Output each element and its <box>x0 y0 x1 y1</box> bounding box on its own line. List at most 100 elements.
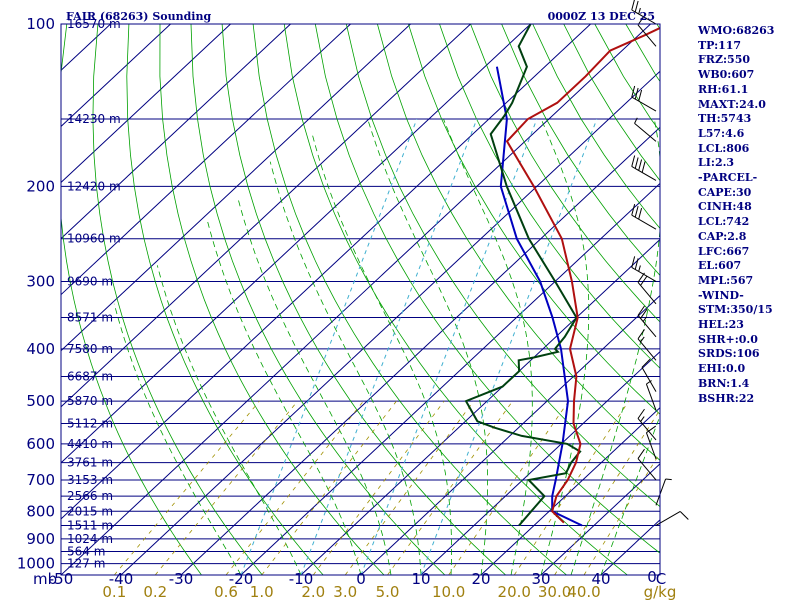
moist-adiabat <box>206 219 362 575</box>
index-item: HEL:23 <box>698 318 744 332</box>
mixing-ratio-tick-label: 40.0 <box>567 583 600 600</box>
wind-barb-staff <box>631 214 657 230</box>
index-item: MAXT:24.0 <box>698 97 766 111</box>
index-item: FRZ:550 <box>698 53 751 67</box>
index-item: RH:61.1 <box>698 82 749 96</box>
index-item: CAP:2.8 <box>698 229 747 243</box>
index-item: L57:4.6 <box>698 126 745 140</box>
wind-barb-feather <box>637 408 645 419</box>
dry-adiabat <box>377 24 660 461</box>
dry-adiabat <box>221 24 506 575</box>
moist-adiabat <box>156 265 302 575</box>
isotherm <box>61 24 531 464</box>
dry-adiabat <box>190 24 446 575</box>
height-label: 2015 m <box>67 504 113 518</box>
mixing-ratio-line <box>114 400 260 575</box>
isotherm <box>540 463 660 575</box>
isotherm <box>61 24 411 352</box>
height-label: 6687 m <box>67 369 113 383</box>
index-item: WB0:607 <box>698 68 755 82</box>
dry-adiabat <box>252 24 567 575</box>
height-label: 7580 m <box>67 342 113 356</box>
index-item: EL:607 <box>698 259 742 273</box>
height-label: 4410 m <box>67 437 113 451</box>
mixing-ratio-line <box>261 400 397 575</box>
wind-barb-feather <box>640 308 648 319</box>
wind-barb-staff <box>637 458 657 481</box>
dewpoint-trace <box>464 24 582 527</box>
temperature-trace <box>505 26 660 524</box>
isotherm <box>180 126 660 575</box>
wind-barb-feather <box>641 161 646 173</box>
pressure-tick-label: 700 <box>26 471 55 489</box>
isotherm <box>61 24 171 128</box>
mixing-ratio-tick-label: 30.0 <box>538 583 571 600</box>
wind-barb-feather <box>637 448 645 459</box>
mixing-ratio-tick-label: 3.0 <box>333 583 357 600</box>
index-item: LCL:806 <box>698 141 750 155</box>
moisture-guide-line <box>420 118 598 575</box>
moist-adiabat <box>367 118 488 575</box>
dry-adiabat <box>61 24 202 575</box>
pressure-tick-label: 1000 <box>17 555 55 573</box>
index-item: BSHR:22 <box>698 391 755 405</box>
parcel-trace <box>495 66 583 527</box>
index-item: TH:5743 <box>698 112 752 126</box>
pressure-tick-label: 400 <box>26 340 55 358</box>
height-label: 9690 m <box>67 274 113 288</box>
isotherm <box>240 182 660 575</box>
pressure-tick-label: 800 <box>26 502 55 520</box>
dry-adiabat <box>283 24 628 575</box>
wind-barb-feather <box>638 207 643 220</box>
pressure-tick-label: 200 <box>26 177 55 195</box>
index-item: TP:117 <box>698 38 742 52</box>
wind-barb-staff <box>637 338 657 361</box>
wind-barb-half-feather <box>634 117 638 124</box>
wind-barb-staff <box>637 418 657 441</box>
wind-barb-feather <box>634 0 639 13</box>
height-label: 12420 m <box>67 179 121 193</box>
wind-barb-feather <box>637 329 645 340</box>
index-item: BRN:1.4 <box>698 376 750 390</box>
height-label: 1024 m <box>67 532 113 546</box>
index-item: CINH:48 <box>698 200 752 214</box>
wind-barb-half-feather <box>638 7 641 15</box>
wind-barb-feather <box>638 159 643 171</box>
wind-barb-feather <box>631 203 636 216</box>
dry-adiabat <box>501 24 660 276</box>
mixing-ratio-line <box>154 400 298 575</box>
wind-barb-staff <box>631 166 657 181</box>
wind-barb-half-feather <box>665 478 672 481</box>
moist-adiabat <box>113 303 242 575</box>
dry-adiabat <box>408 24 660 415</box>
temperature-tick-label: 20 <box>471 570 490 588</box>
wind-barb-feather <box>640 275 648 286</box>
moist-adiabat <box>443 118 533 575</box>
dry-adiabat <box>439 24 660 369</box>
mixing-ratio-tick-label: 0.2 <box>143 583 167 600</box>
wind-barb-half-feather <box>646 380 652 385</box>
pressure-tick-label: 300 <box>26 272 55 290</box>
dry-adiabat <box>345 24 660 508</box>
dry-adiabat <box>470 24 660 323</box>
height-label: 564 m <box>67 545 105 559</box>
isotherm <box>61 24 591 520</box>
wind-barb-half-feather <box>640 336 645 343</box>
index-item: LFC:667 <box>698 244 750 258</box>
height-label: 10960 m <box>67 232 121 246</box>
isotherm <box>61 24 471 408</box>
wind-barb-half-feather <box>640 416 645 422</box>
mixing-ratio-line <box>225 400 364 575</box>
wind-barb-staff <box>637 282 657 305</box>
wind-barb-feather <box>631 0 635 11</box>
index-item: MPL:567 <box>698 273 754 287</box>
index-item: CAPE:30 <box>698 185 752 199</box>
mixing-ratio-tick-label: 0.6 <box>214 583 238 600</box>
index-item: -PARCEL- <box>698 171 758 185</box>
mixing-ratio-tick-label: 5.0 <box>376 583 400 600</box>
moist-adiabat <box>237 197 392 575</box>
wind-barb-staff <box>645 432 657 460</box>
wind-barb-feather <box>637 272 645 283</box>
index-item: WMO:68263 <box>698 24 775 37</box>
moist-adiabat <box>570 118 660 575</box>
